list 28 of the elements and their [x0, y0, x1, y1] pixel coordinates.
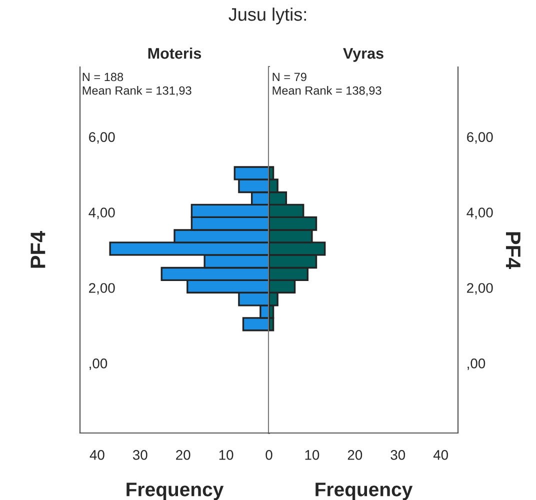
y-tick-label: ,00 — [468, 358, 486, 370]
annotation: N = 79 — [272, 72, 306, 82]
chart-subtitle: Moteris — [148, 48, 202, 59]
annotation: Mean Rank = 138,93 — [272, 86, 382, 96]
x-tick-label: 10 — [305, 450, 320, 460]
x-tick-label: 40 — [90, 450, 104, 460]
y-tick-label: 6,00 — [467, 132, 493, 144]
x-tick-label: 20 — [176, 450, 190, 460]
x-tick-label: 30 — [132, 450, 148, 460]
y-tick-label: 2,00 — [89, 283, 115, 295]
x-tick-label: 20 — [348, 450, 362, 460]
y-tick-label: 4,00 — [88, 208, 115, 220]
x-tick-label: 0 — [266, 450, 272, 460]
x-tick-label: 30 — [390, 450, 406, 460]
x-tick-label: 40 — [433, 450, 448, 460]
y-tick-label: 2,00 — [467, 283, 493, 295]
y-tick-label: 6,00 — [89, 132, 115, 144]
chart-subtitle: Vyras — [343, 48, 384, 62]
y-tick-label: ,00 — [90, 358, 108, 370]
annotation: N = 188 — [82, 72, 124, 82]
y-axis-title: PF4 — [506, 232, 520, 269]
y-tick-label: 4,00 — [466, 208, 493, 220]
x-axis-title: Frequency — [316, 482, 413, 500]
annotation: Mean Rank = 131,93 — [82, 86, 192, 96]
y-axis-title: PF4 — [30, 231, 46, 268]
chart-title: Jusu lytis: — [228, 8, 306, 24]
x-tick-label: 10 — [219, 450, 234, 460]
x-axis-title: Frequency — [126, 482, 224, 500]
